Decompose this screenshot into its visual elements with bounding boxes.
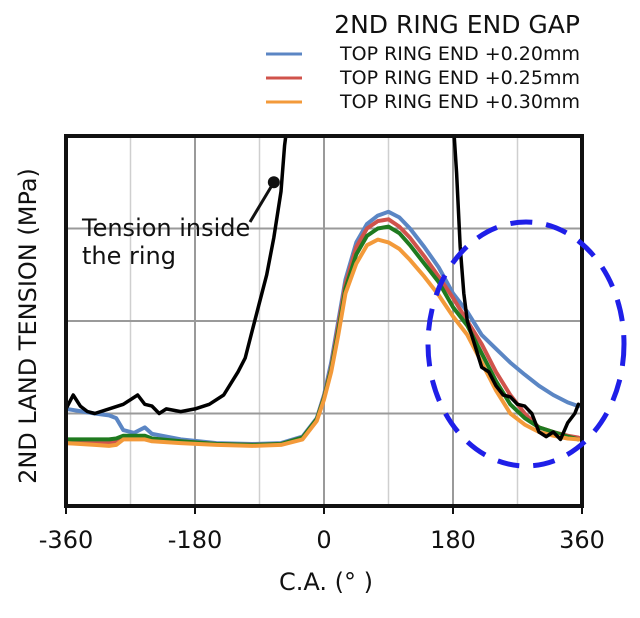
legend-entry-label: TOP RING END +0.20mm	[339, 43, 580, 65]
x-tick-label: 360	[559, 526, 605, 554]
series-line-4	[66, 136, 288, 416]
legend: 2ND RING END GAP TOP RING END +0.20mmTOP…	[266, 10, 580, 113]
x-tick-label: 180	[430, 526, 476, 554]
legend-entry-label: TOP RING END +0.30mm	[339, 91, 580, 113]
legend-title: 2ND RING END GAP	[334, 10, 580, 39]
series-line-3	[66, 237, 581, 448]
annotation-layer: Tension inside the ring	[81, 176, 627, 469]
annotation-pointer-dot	[267, 176, 280, 189]
x-tick-label: -360	[39, 526, 93, 554]
gridlines	[66, 136, 582, 506]
x-axis-title: C.A. (° )	[279, 568, 373, 596]
annotation-text-line-1: Tension inside	[81, 214, 250, 242]
series-layer	[66, 136, 581, 448]
annotation-pointer-line	[248, 181, 276, 223]
y-axis-title: 2ND LAND TENSION (MPa)	[14, 168, 42, 484]
annotation-text-line-2: the ring	[82, 242, 176, 270]
highlight-dashed-ellipse	[425, 219, 627, 469]
x-tick-label: 0	[316, 526, 331, 554]
legend-entry-label: TOP RING END +0.25mm	[339, 67, 580, 89]
series-line-2	[66, 224, 581, 447]
x-tick-labels: -360 -180 0 180 360	[39, 506, 605, 554]
x-tick-label: -180	[168, 526, 222, 554]
series-line-5	[452, 136, 581, 442]
